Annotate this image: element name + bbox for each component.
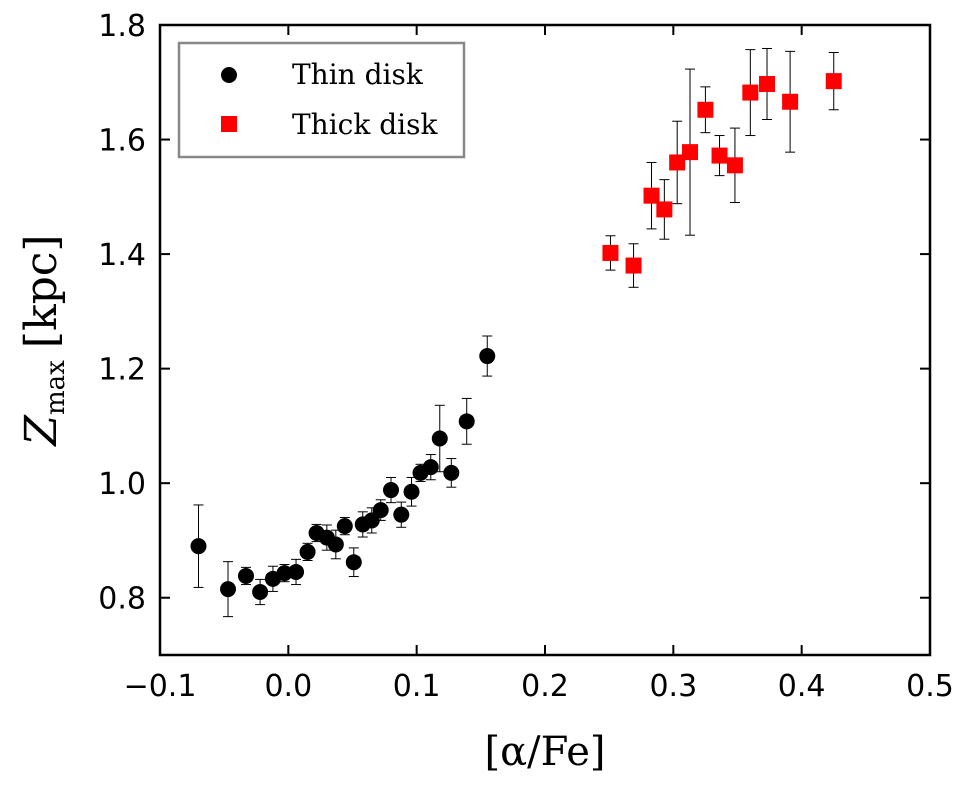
data-point-thin-disk [288,563,305,580]
data-point-thin-disk [383,482,399,499]
data-point-thin-disk [220,581,237,598]
y-tick-label: 1.8 [98,9,146,44]
legend-marker-thick-disk [221,116,237,132]
svg-text:Zmax[kpc]: Zmax [kpc] [16,234,71,447]
legend-label-thin-disk: Thin disk [292,58,424,91]
x-axis-ticks: −0.1 0.0 0.1 0.2 0.3 0.4 0.5 [124,25,954,704]
data-markers [190,73,842,600]
legend-box [177,41,466,159]
x-tick-label: 0.2 [521,669,569,704]
y-tick-label: 0.8 [98,582,146,617]
data-point-thin-disk [363,512,380,529]
data-point-thin-disk [237,567,254,584]
x-tick-label: −0.1 [124,669,197,704]
y-axis-title-subscript: max [41,360,71,415]
data-point-thin-disk [431,430,448,447]
y-tick-label: 1.2 [98,353,146,388]
data-point-thick-disk [656,201,673,218]
data-point-thin-disk [190,538,207,555]
data-point-thin-disk [393,506,410,523]
y-tick-label: 1.4 [98,238,146,273]
y-axis-title: Zmax [kpc] [16,234,71,447]
data-point-thick-disk [759,75,776,92]
data-point-thin-disk [252,584,269,600]
data-point-thick-disk [726,157,743,174]
data-point-thick-disk [697,101,714,118]
x-tick-label: 0.0 [264,669,312,704]
legend: Thin disk Thick disk [177,41,466,159]
data-point-thin-disk [479,348,496,365]
data-point-thick-disk [625,257,642,274]
data-point-thin-disk [458,413,475,430]
data-point-thin-disk [403,483,420,500]
data-point-thin-disk [276,565,293,582]
data-point-thick-disk [643,187,660,204]
data-point-thin-disk [372,502,389,519]
y-axis-title-symbol: Z [16,414,67,448]
data-point-thick-disk [682,144,699,161]
data-point-thin-disk [345,554,362,571]
y-tick-label: 1.0 [98,467,146,502]
y-tick-label: 1.6 [98,124,146,159]
data-point-thin-disk [443,464,460,481]
data-point-thick-disk [825,73,842,90]
data-point-thick-disk [669,154,686,171]
data-point-thick-disk [782,93,799,110]
data-point-thin-disk [299,543,316,560]
y-axis-title-unit: [kpc] [16,234,67,348]
x-axis-title: [α/Fe] [485,729,606,775]
x-tick-label: 0.1 [393,669,441,704]
data-point-thin-disk [336,518,353,535]
y-axis-ticks: 0.8 1.0 1.2 1.4 1.6 1.8 [98,9,930,617]
data-point-thin-disk [327,536,344,553]
x-tick-label: 0.3 [649,669,697,704]
legend-label-thick-disk: Thick disk [292,108,438,141]
x-tick-label: 0.5 [906,669,954,704]
x-tick-label: 0.4 [778,669,826,704]
data-point-thick-disk [602,244,619,261]
data-point-thick-disk [742,84,759,101]
legend-marker-thin-disk [221,67,237,83]
data-point-thin-disk [422,459,439,476]
data-point-thick-disk [711,147,728,164]
